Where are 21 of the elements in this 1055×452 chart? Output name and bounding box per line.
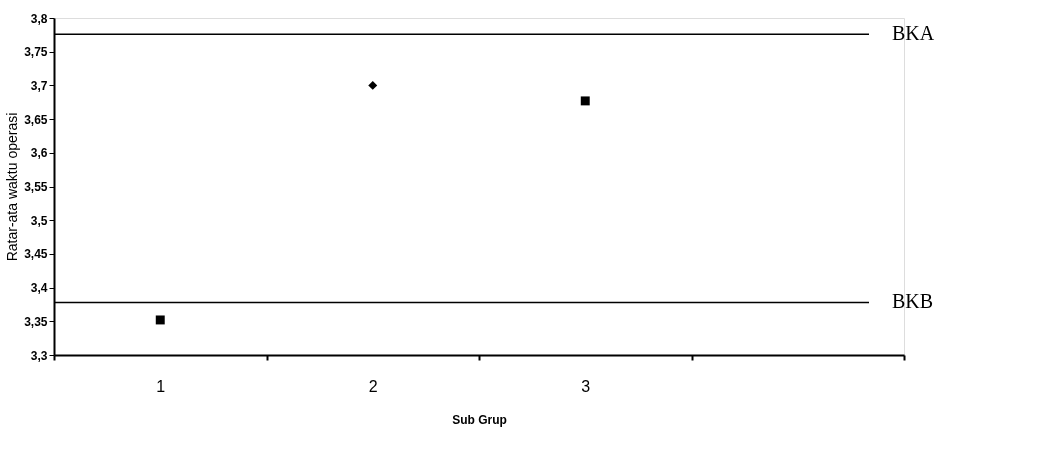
y-tick-label: 3,35 xyxy=(24,314,48,329)
x-tick-label: 3 xyxy=(581,377,591,395)
y-tick-label: 3,5 xyxy=(30,213,48,228)
y-tick-label: 3,65 xyxy=(24,112,48,127)
y-tick-label: 3,3 xyxy=(30,348,48,363)
y-tick-label: 3,4 xyxy=(30,281,48,296)
x-tick-label: 2 xyxy=(368,377,378,395)
y-tick-label: 3,7 xyxy=(30,78,48,93)
point xyxy=(368,80,378,90)
y-tick-label: 3,45 xyxy=(24,247,48,262)
y-tick-label: 3,55 xyxy=(24,180,48,194)
point xyxy=(155,315,165,325)
x-axis-title: Sub Grup xyxy=(452,412,507,427)
point xyxy=(580,96,590,106)
y-tick-label: 3,8 xyxy=(30,11,48,26)
ref-line-label: BKA xyxy=(892,22,935,45)
x-tick-label: 1 xyxy=(156,377,166,395)
y-tick-label: 3,6 xyxy=(30,146,48,161)
ref-line-label: BKB xyxy=(892,290,934,313)
y-axis-title: Ratar-ata waktu operasi xyxy=(4,112,21,262)
y-tick-label: 3,75 xyxy=(24,45,48,60)
